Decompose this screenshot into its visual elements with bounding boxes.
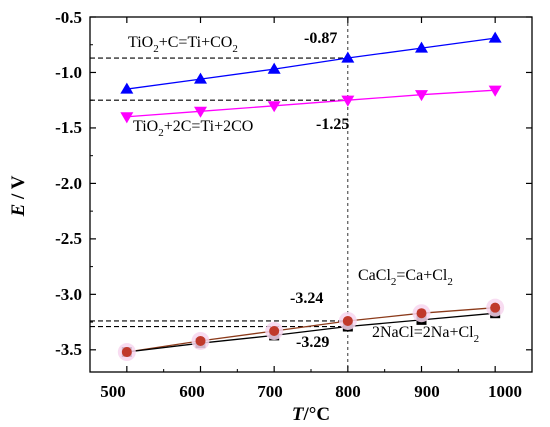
data-point xyxy=(488,85,502,97)
data-point xyxy=(194,106,207,118)
data-point xyxy=(415,90,428,102)
series-label-subscript: 2 xyxy=(474,333,480,345)
data-point xyxy=(267,101,281,113)
series-label-nacl: 2NaCl=2Na+Cl2 xyxy=(372,324,479,345)
series-line xyxy=(126,37,496,90)
y-axis-title-italic: E xyxy=(8,204,29,218)
series-label-tio2-c: TiO2+C=Ti+CO2 xyxy=(128,34,238,55)
series-line xyxy=(126,307,496,353)
data-point xyxy=(194,72,207,84)
data-point xyxy=(490,302,501,313)
series-lines xyxy=(126,37,496,353)
series-line xyxy=(126,312,496,353)
y-tick-label: -3.0 xyxy=(55,285,82,304)
data-point xyxy=(416,308,427,319)
x-tick-label: 600 xyxy=(179,382,205,401)
data-point xyxy=(120,82,134,94)
series-label-tio2-2c: TiO2+2C=Ti+2CO xyxy=(133,118,253,139)
series-line xyxy=(126,89,496,118)
series-label-part: TiO xyxy=(133,118,158,135)
y-axis-title-unit: / V xyxy=(8,175,29,203)
x-tick-label: 700 xyxy=(257,382,283,401)
y-tick-label: -1.0 xyxy=(55,63,82,82)
annotation-value: -0.87 xyxy=(304,30,337,47)
x-axis-title: T/°C xyxy=(292,404,330,425)
x-axis-title-unit: /°C xyxy=(303,404,331,425)
reference-lines xyxy=(90,17,349,372)
x-axis-title-italic: T xyxy=(292,404,305,425)
data-point xyxy=(488,31,502,43)
x-tick-labels: 500 600 700 800 900 1000 xyxy=(100,382,522,401)
series-label-subscript: 2 xyxy=(232,43,238,55)
x-tick-label: 900 xyxy=(414,382,440,401)
y-tick-label: -0.5 xyxy=(55,8,82,27)
y-axis-title: E / V xyxy=(8,175,29,217)
x-tick-label: 800 xyxy=(335,382,361,401)
data-point xyxy=(120,112,134,124)
series-label-subscript: 2 xyxy=(391,276,397,288)
series-label-subscript: 2 xyxy=(158,127,164,139)
annotation-value: -3.29 xyxy=(296,334,329,351)
y-tick-label: -2.5 xyxy=(55,229,82,248)
data-point xyxy=(341,51,355,63)
data-point xyxy=(341,95,355,107)
data-point xyxy=(415,41,428,53)
series-label-part: TiO xyxy=(128,34,153,51)
series-label-part: +2C=Ti+2CO xyxy=(164,118,254,135)
series-label-part: =Ca+Cl xyxy=(396,267,447,284)
series-label-part: +C=Ti+CO xyxy=(159,34,233,51)
series-label-part: CaCl xyxy=(358,267,391,284)
x-tick-label: 1000 xyxy=(488,382,522,401)
y-tick-label: -2.0 xyxy=(55,174,82,193)
axis-ticks xyxy=(89,16,533,372)
data-point xyxy=(195,335,206,346)
y-tick-label: -3.5 xyxy=(55,340,82,359)
data-point xyxy=(342,315,353,326)
data-point xyxy=(269,325,280,336)
data-point xyxy=(267,62,281,74)
plot-frame xyxy=(89,16,533,373)
y-tick-labels: -0.5 -1.0 -1.5 -2.0 -2.5 -3.0 -3.5 xyxy=(55,8,82,359)
annotation-value: -1.25 xyxy=(316,116,349,133)
x-tick-label: 500 xyxy=(100,382,126,401)
y-tick-label: -1.5 xyxy=(55,118,82,137)
annotation-value: -3.24 xyxy=(290,290,323,307)
series-label-part: 2NaCl=2Na+Cl xyxy=(372,324,474,341)
series-markers xyxy=(117,31,505,362)
series-label-cacl2: CaCl2=Ca+Cl2 xyxy=(358,267,453,288)
series-label-subscript: 2 xyxy=(447,276,453,288)
series-label-subscript: 2 xyxy=(153,43,159,55)
data-point xyxy=(121,347,132,358)
